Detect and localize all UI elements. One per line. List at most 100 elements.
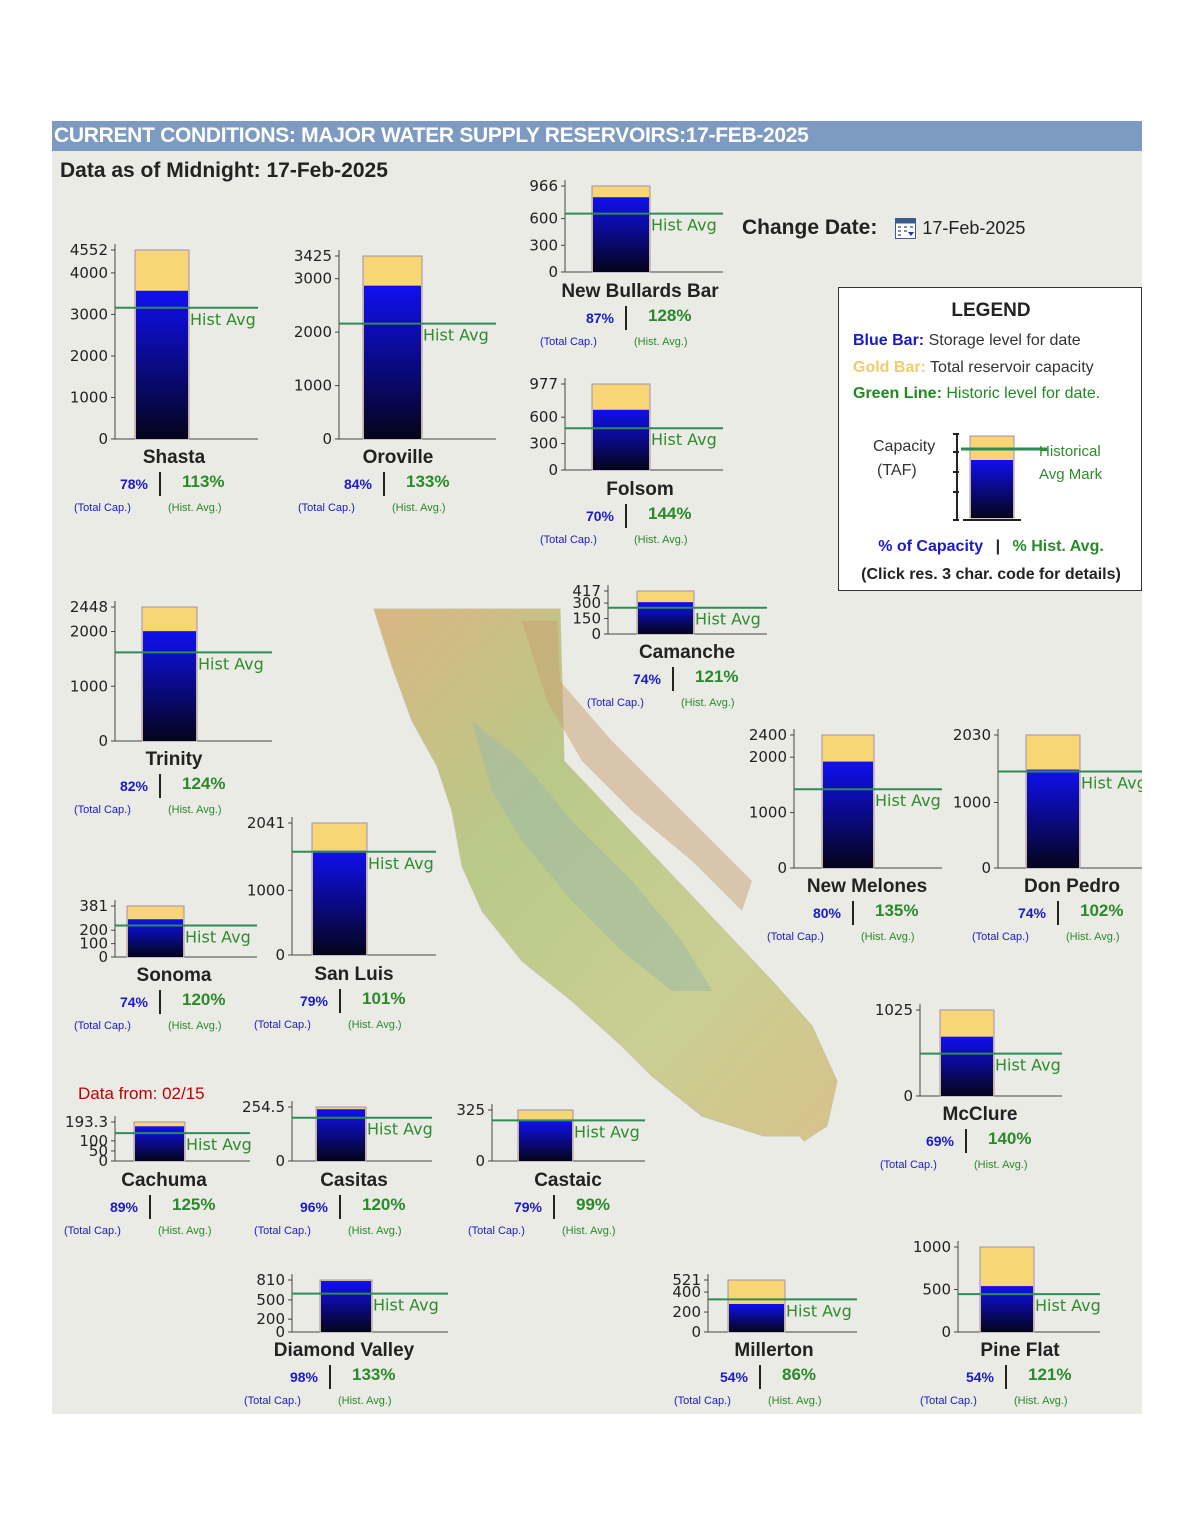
new-melones-hist-avg-small-label: (Hist. Avg.) <box>861 931 915 943</box>
sonoma-pct-hist: 120% <box>182 990 226 1009</box>
shasta-pct-capacity: 78% <box>119 476 148 492</box>
casitas-name[interactable]: Casitas <box>320 1170 388 1191</box>
legend-avg-mark: Avg Mark <box>1039 466 1103 483</box>
legend-percent-key: % of Capacity | % Hist. Avg. <box>839 538 1142 556</box>
pine-flat-pct-hist: 121% <box>1028 1365 1072 1384</box>
legend-pct-hist: % Hist. Avg. <box>1012 538 1104 555</box>
new-bullards-bar-total-cap-label: (Total Cap.) <box>540 336 597 348</box>
oroville-hist-avg-small-label: (Hist. Avg.) <box>392 502 446 514</box>
legend-capacity: Capacity <box>873 438 936 455</box>
diamond-valley-separator <box>329 1365 331 1389</box>
camanche-separator <box>672 667 674 691</box>
folsom-pct-hist: 144% <box>648 504 692 523</box>
legend-blue-label: Blue Bar: <box>853 332 925 349</box>
millerton-pct-capacity: 54% <box>719 1369 748 1385</box>
sonoma-name[interactable]: Sonoma <box>136 965 212 986</box>
trinity-pct-capacity: 82% <box>119 778 148 794</box>
mcclure-separator <box>965 1129 967 1153</box>
legend-green-label: Green Line: <box>853 385 942 402</box>
millerton-name[interactable]: Millerton <box>734 1340 814 1361</box>
don-pedro-pct-hist: 102% <box>1080 901 1124 920</box>
oroville-separator <box>383 472 385 496</box>
san-luis-hist-avg-small-label: (Hist. Avg.) <box>348 1019 402 1031</box>
castaic-hist-avg-small-label: (Hist. Avg.) <box>562 1225 616 1237</box>
change-date-label: Change Date: <box>742 216 878 239</box>
pine-flat-name[interactable]: Pine Flat <box>980 1340 1060 1361</box>
don-pedro-hist-avg-small-label: (Hist. Avg.) <box>1066 931 1120 943</box>
legend-pct-capacity: % of Capacity <box>878 538 984 555</box>
pine-flat-pct-capacity: 54% <box>965 1369 994 1385</box>
change-date-input[interactable]: 17-Feb-2025 <box>922 217 1026 238</box>
castaic-name[interactable]: Castaic <box>534 1170 602 1191</box>
legend-gold-text: Total reservoir capacity <box>930 359 1094 376</box>
don-pedro-pct-capacity: 74% <box>1017 905 1046 921</box>
legend-gold: Gold Bar: Total reservoir capacity <box>853 359 1094 377</box>
legend-taf: (TAF) <box>877 462 917 479</box>
california-map <box>373 608 838 1142</box>
legend-blue: Blue Bar: Storage level for date <box>853 332 1081 350</box>
central-valley <box>472 721 712 991</box>
cachuma-pct-capacity: 89% <box>109 1199 138 1215</box>
oroville-pct-hist: 133% <box>406 472 450 491</box>
camanche-hist-avg-small-label: (Hist. Avg.) <box>681 697 735 709</box>
legend-gold-label: Gold Bar: <box>853 359 926 376</box>
new-bullards-bar-pct-hist: 128% <box>648 306 692 325</box>
legend-green-text: Historic level for date. <box>946 385 1101 402</box>
castaic-pct-hist: 99% <box>576 1195 611 1214</box>
change-date: Change Date: 17-Feb-2025 <box>742 216 1025 240</box>
new-melones-name[interactable]: New Melones <box>806 876 928 897</box>
new-bullards-bar-pct-capacity: 87% <box>585 310 614 326</box>
trinity-pct-hist: 124% <box>182 774 226 793</box>
folsom-hist-avg-small-label: (Hist. Avg.) <box>634 534 688 546</box>
new-melones-separator <box>852 901 854 925</box>
camanche-total-cap-label: (Total Cap.) <box>587 697 644 709</box>
casitas-total-cap-label: (Total Cap.) <box>254 1225 311 1237</box>
san-luis-total-cap-label: (Total Cap.) <box>254 1019 311 1031</box>
casitas-separator <box>339 1195 341 1219</box>
mcclure-name[interactable]: McClure <box>942 1104 1018 1125</box>
pine-flat-separator <box>1005 1365 1007 1389</box>
cachuma-total-cap-label: (Total Cap.) <box>64 1225 121 1237</box>
don-pedro-separator <box>1057 901 1059 925</box>
oroville-pct-capacity: 84% <box>343 476 372 492</box>
folsom-total-cap-label: (Total Cap.) <box>540 534 597 546</box>
legend-sample-bar <box>953 433 1047 521</box>
mcclure-total-cap-label: (Total Cap.) <box>880 1159 937 1171</box>
folsom-name[interactable]: Folsom <box>606 479 674 500</box>
shasta-name[interactable]: Shasta <box>142 447 206 468</box>
new-melones-pct-hist: 135% <box>875 901 919 920</box>
shasta-separator <box>159 472 161 496</box>
new-melones-total-cap-label: (Total Cap.) <box>767 931 824 943</box>
oroville-name[interactable]: Oroville <box>362 447 434 468</box>
millerton-hist-avg-small-label: (Hist. Avg.) <box>768 1395 822 1407</box>
don-pedro-total-cap-label: (Total Cap.) <box>972 931 1029 943</box>
sierra-nevada <box>522 621 752 911</box>
trinity-hist-avg-small-label: (Hist. Avg.) <box>168 804 222 816</box>
new-bullards-bar-name[interactable]: New Bullards Bar <box>561 281 719 302</box>
san-luis-pct-hist: 101% <box>362 989 406 1008</box>
cachuma-name[interactable]: Cachuma <box>121 1170 207 1191</box>
shasta-pct-hist: 113% <box>182 472 225 491</box>
new-melones-pct-capacity: 80% <box>812 905 841 921</box>
trinity-name[interactable]: Trinity <box>145 749 203 770</box>
camanche-pct-capacity: 74% <box>632 671 661 687</box>
shasta-total-cap-label: (Total Cap.) <box>74 502 131 514</box>
diamond-valley-name[interactable]: Diamond Valley <box>273 1340 415 1361</box>
diamond-valley-pct-hist: 133% <box>352 1365 396 1384</box>
calendar-icon[interactable] <box>895 217 917 239</box>
as-of-date: Data as of Midnight: 17-Feb-2025 <box>60 159 388 182</box>
folsom-separator <box>625 504 627 528</box>
san-luis-pct-capacity: 79% <box>299 993 328 1009</box>
don-pedro-name[interactable]: Don Pedro <box>1023 876 1121 897</box>
casitas-hist-avg-small-label: (Hist. Avg.) <box>348 1225 402 1237</box>
san-luis-separator <box>339 989 341 1013</box>
castaic-pct-capacity: 79% <box>513 1199 542 1215</box>
san-luis-name[interactable]: San Luis <box>314 964 394 985</box>
camanche-name[interactable]: Camanche <box>638 642 736 663</box>
legend-green: Green Line: Historic level for date. <box>853 385 1100 403</box>
mcclure-hist-avg-small-label: (Hist. Avg.) <box>974 1159 1028 1171</box>
data-from-note: Data from: 02/15 <box>78 1084 205 1103</box>
folsom-pct-capacity: 70% <box>585 508 614 524</box>
legend-click-note: (Click res. 3 char. code for details) <box>861 566 1121 583</box>
camanche-pct-hist: 121% <box>695 667 739 686</box>
